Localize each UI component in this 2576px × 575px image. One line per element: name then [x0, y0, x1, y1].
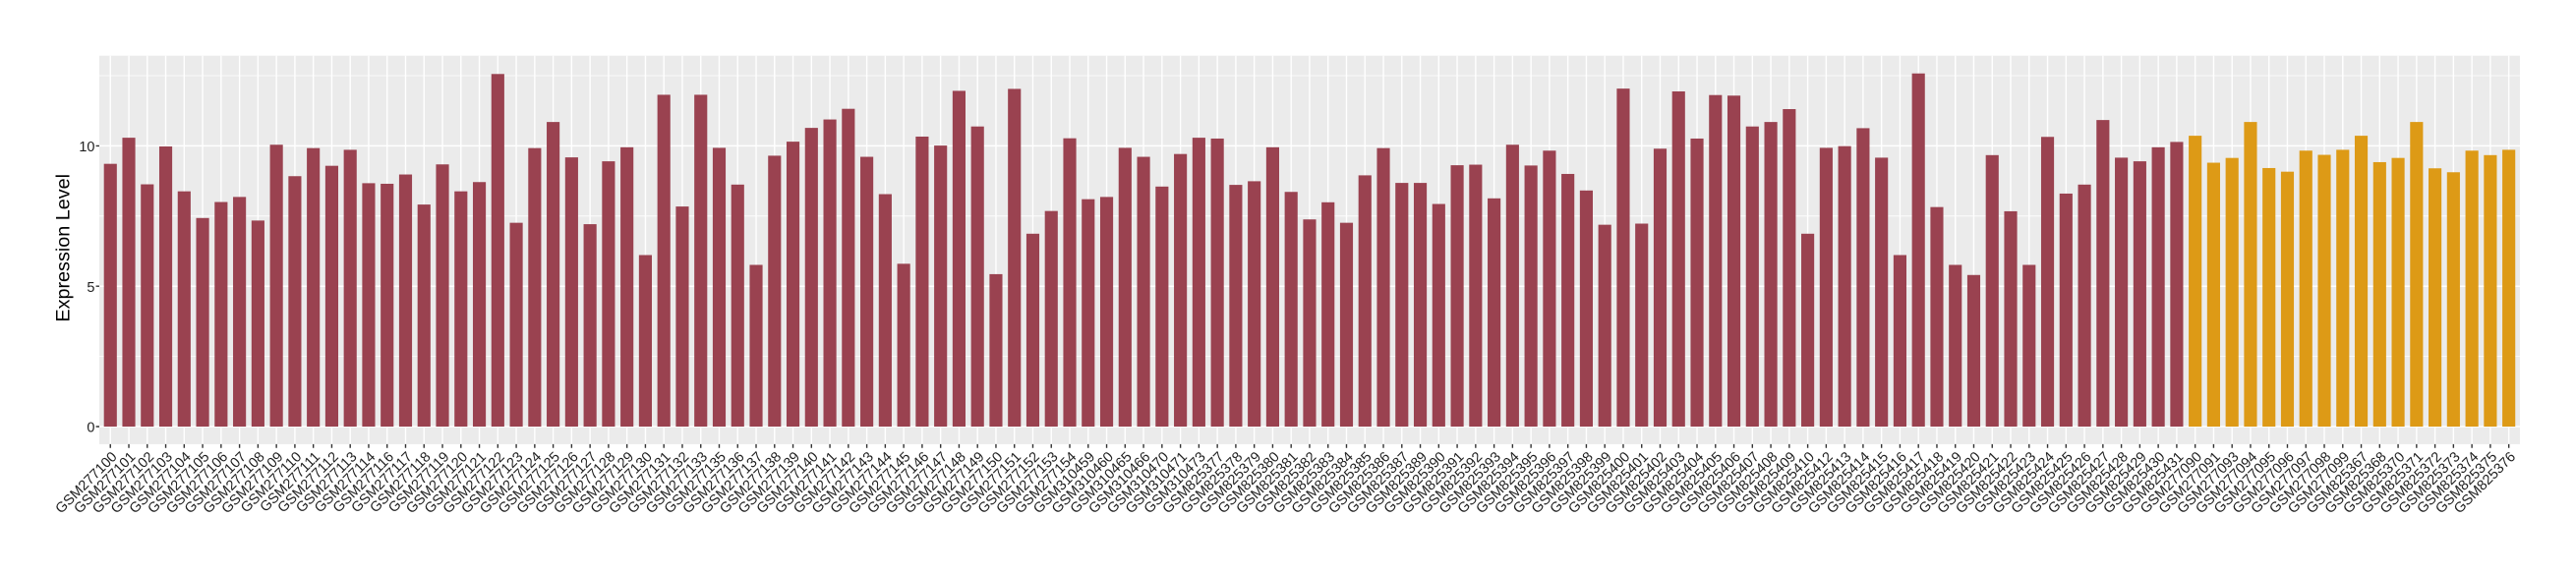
svg-text:0: 0 [87, 421, 94, 436]
svg-text:Expression Level: Expression Level [52, 174, 74, 322]
svg-text:5: 5 [87, 280, 94, 296]
svg-text:10: 10 [79, 140, 94, 155]
